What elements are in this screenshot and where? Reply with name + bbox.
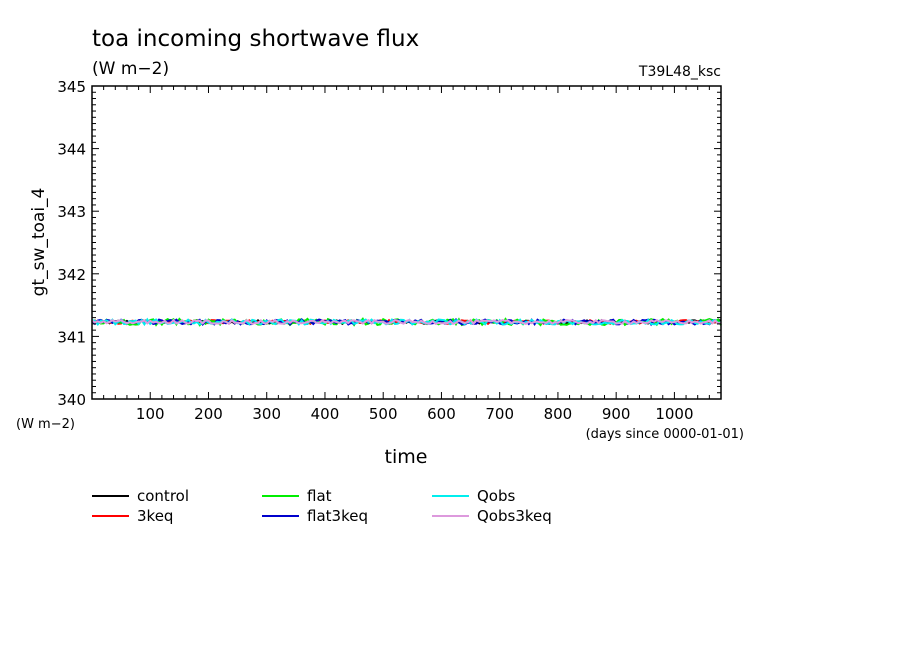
series-layer [91, 317, 722, 327]
legend-label: control [137, 487, 189, 505]
legend-label: Qobs [477, 487, 516, 505]
y-tick-label: 341 [57, 328, 86, 346]
legend-label: Qobs3keq [477, 507, 552, 525]
legend-item-Qobs: Qobs [432, 487, 516, 505]
legend: control 3keq flat flat3keq Qobs Qobs3keq [92, 487, 552, 525]
x-tick-label: 700 [485, 405, 514, 423]
x-tick-label: 400 [311, 405, 340, 423]
legend-item-3keq: 3keq [92, 507, 173, 525]
chart-subtitle: (W m−2) [92, 59, 169, 79]
y-tick-label: 345 [57, 78, 86, 96]
legend-item-flat: flat [262, 487, 332, 505]
ticks-layer [92, 86, 721, 399]
x-axis-unit: (days since 0000-01-01) [586, 427, 744, 442]
legend-label: flat3keq [307, 507, 368, 525]
plot-frame [91, 85, 722, 400]
run-label: T39L48_ksc [638, 64, 721, 80]
x-tick-label: 500 [369, 405, 398, 423]
legend-label: flat [307, 487, 332, 505]
legend-item-control: control [92, 487, 189, 505]
y-tick-label: 343 [57, 203, 86, 221]
y-tick-label: 340 [57, 391, 86, 409]
x-tick-label: 600 [427, 405, 456, 423]
series-line-Qobs3keq [91, 318, 722, 326]
x-tick-label: 100 [136, 405, 165, 423]
x-tick-label: 300 [252, 405, 281, 423]
x-tick-label: 200 [194, 405, 223, 423]
x-tick-label: 900 [602, 405, 631, 423]
y-tick-label: 344 [57, 141, 86, 159]
y-tick-label: 342 [57, 266, 86, 284]
y-axis-label: gt_sw_toai_4 [29, 188, 49, 297]
legend-item-Qobs3keq: Qobs3keq [432, 507, 552, 525]
legend-label: 3keq [137, 507, 173, 525]
x-tick-label: 1000 [655, 405, 693, 423]
x-tick-label: 800 [544, 405, 573, 423]
y-axis-unit: (W m−2) [16, 417, 75, 432]
legend-item-flat3keq: flat3keq [262, 507, 368, 525]
chart-title: toa incoming shortwave flux [92, 26, 419, 52]
x-axis-label: time [385, 446, 428, 468]
x-tick-labels: 100 200 300 400 500 600 700 800 900 1000 [136, 405, 694, 423]
y-tick-labels: 340 341 342 343 344 345 [57, 78, 86, 409]
